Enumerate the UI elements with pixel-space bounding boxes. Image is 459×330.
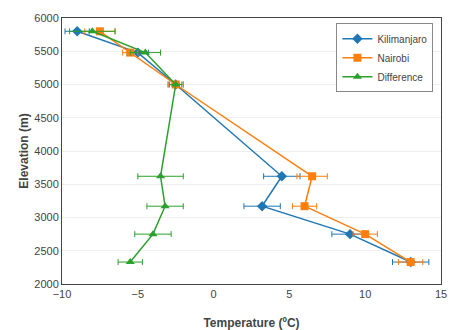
- svg-text:5000: 5000: [34, 78, 58, 90]
- svg-text:Elevation (m): Elevation (m): [17, 113, 31, 188]
- svg-text:4500: 4500: [34, 112, 58, 124]
- svg-text:10: 10: [359, 288, 371, 300]
- svg-text:−10: −10: [53, 288, 72, 300]
- svg-text:2500: 2500: [34, 245, 58, 257]
- svg-text:Kilimanjaro: Kilimanjaro: [377, 34, 427, 45]
- svg-text:Temperature (ºC): Temperature (ºC): [203, 316, 299, 330]
- svg-text:2000: 2000: [34, 278, 58, 290]
- svg-text:−5: −5: [132, 288, 145, 300]
- svg-text:5500: 5500: [34, 45, 58, 57]
- svg-text:Nairobi: Nairobi: [377, 53, 409, 64]
- svg-text:5: 5: [286, 288, 292, 300]
- svg-text:3500: 3500: [34, 178, 58, 190]
- svg-text:3000: 3000: [34, 211, 58, 223]
- svg-text:15: 15: [435, 288, 447, 300]
- svg-text:6000: 6000: [34, 12, 58, 24]
- svg-text:0: 0: [211, 288, 217, 300]
- svg-text:4000: 4000: [34, 145, 58, 157]
- svg-text:Difference: Difference: [377, 72, 423, 83]
